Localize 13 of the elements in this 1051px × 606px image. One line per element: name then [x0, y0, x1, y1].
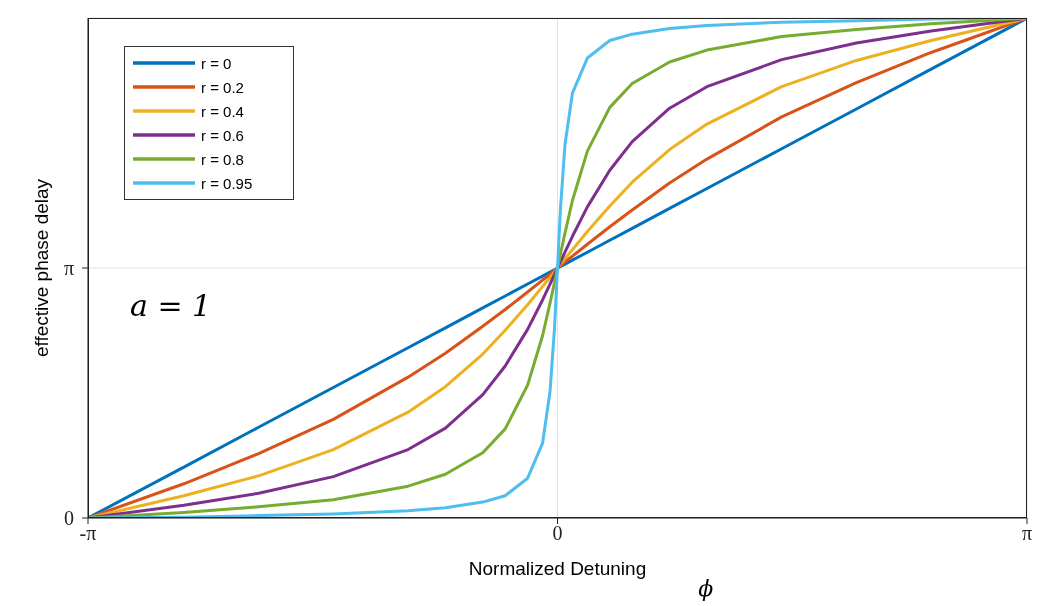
x-axis-title: Normalized Detuning [468, 558, 647, 579]
legend-label: r = 0.4 [201, 102, 244, 120]
legend-label: r = 0 [201, 54, 232, 72]
text: ϕ [698, 576, 714, 601]
x-tick-label: -π [79, 522, 97, 545]
annotation: a = 1 [130, 288, 212, 323]
legend-label: r = 0.8 [201, 150, 244, 168]
legend-label: r = 0.2 [201, 78, 244, 96]
x-tick-label: π [1021, 522, 1033, 545]
x-tick-label: 0 [552, 522, 563, 545]
y-axis-title: effective phase delay [31, 178, 53, 358]
legend-label: r = 0.6 [201, 126, 244, 144]
legend-label: r = 0.95 [201, 174, 253, 192]
